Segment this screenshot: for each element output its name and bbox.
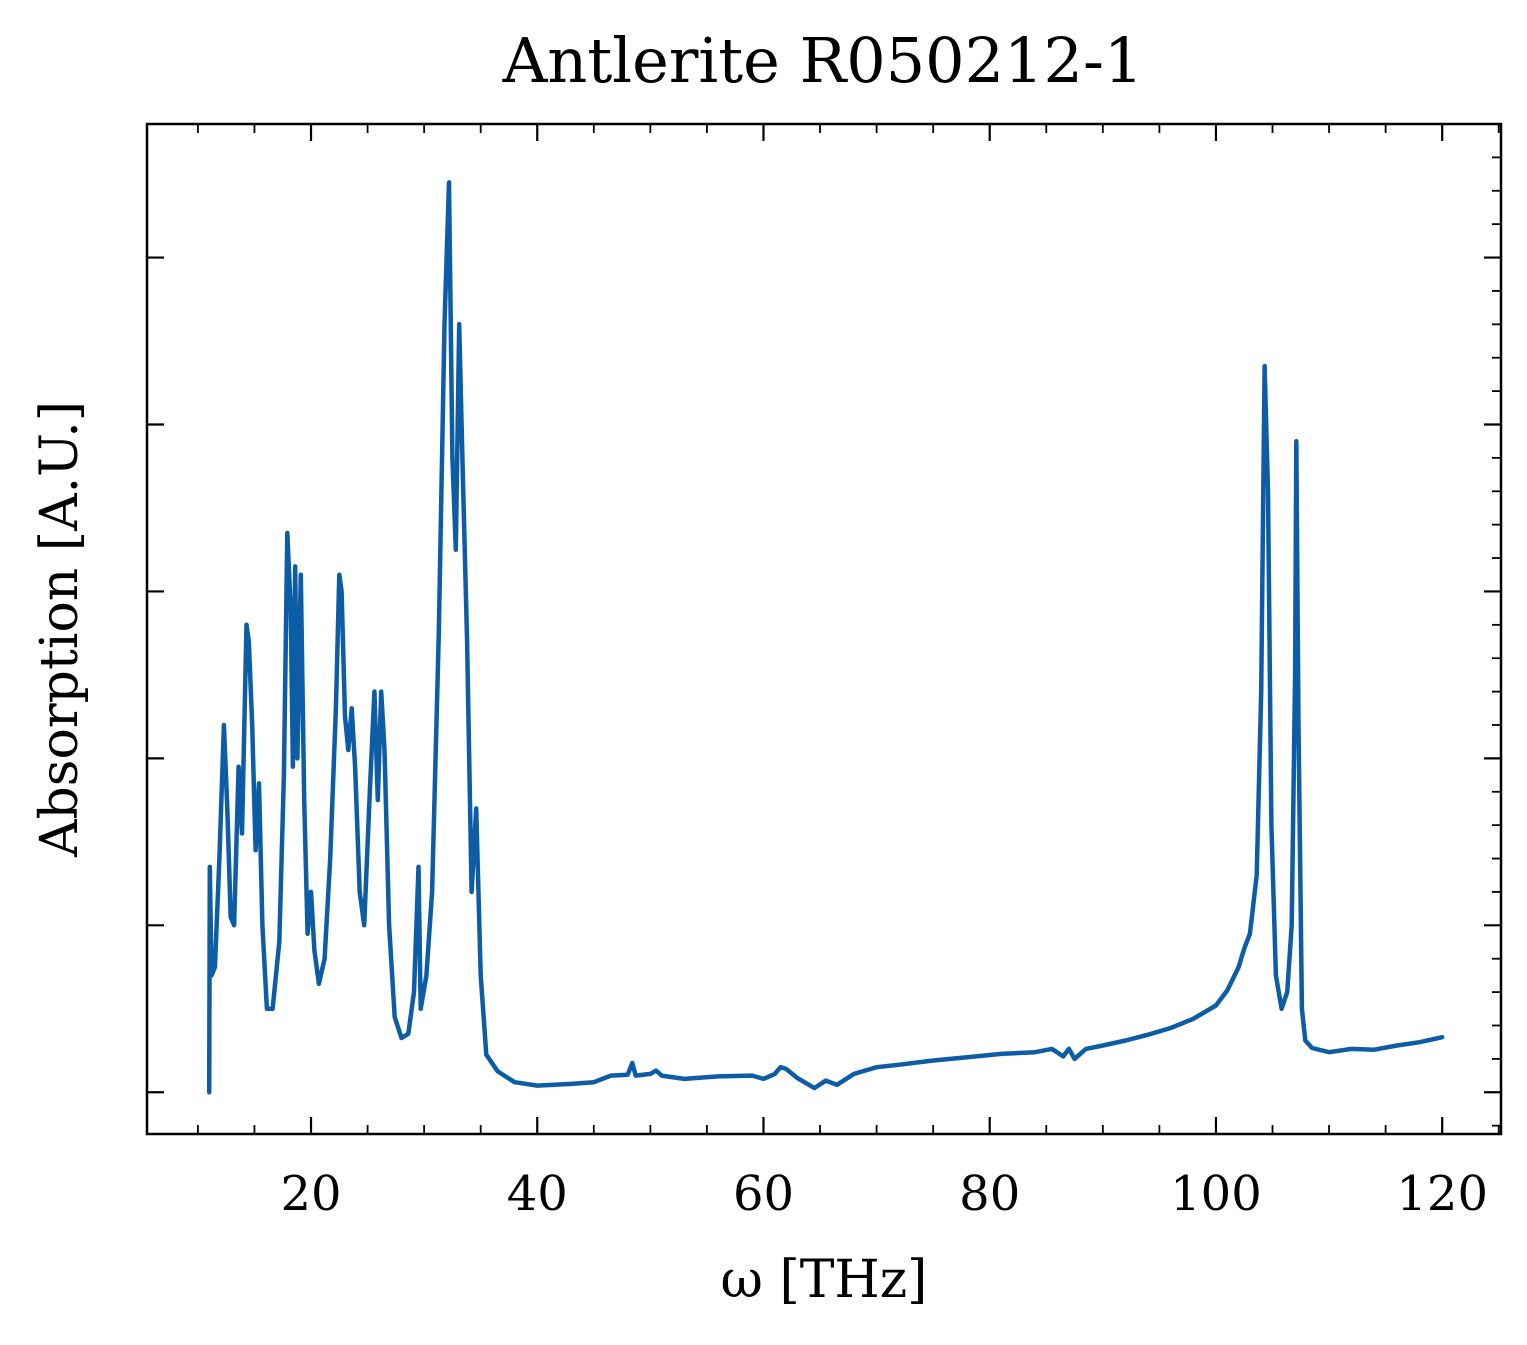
- x-tick-label: 60: [733, 1166, 794, 1222]
- chart-title: Antlerite R050212-1: [502, 24, 1144, 97]
- x-tick-label: 120: [1396, 1166, 1488, 1222]
- x-tick-label: 80: [959, 1166, 1020, 1222]
- y-axis-label: Absorption [A.U.]: [30, 401, 90, 858]
- x-tick-label: 100: [1170, 1166, 1262, 1222]
- plot-area: [206, 180, 1445, 1095]
- axes-frame: [145, 122, 1503, 1136]
- axis-ticks: [147, 123, 1501, 1134]
- x-tick-label: 20: [280, 1166, 341, 1222]
- tick-labels: 20 40 60 80 100 120: [280, 1166, 1488, 1222]
- x-tick-label: 40: [507, 1166, 568, 1222]
- spectrum-line-0: [206, 180, 1445, 1095]
- x-axis-label: ω [THz]: [721, 1250, 928, 1310]
